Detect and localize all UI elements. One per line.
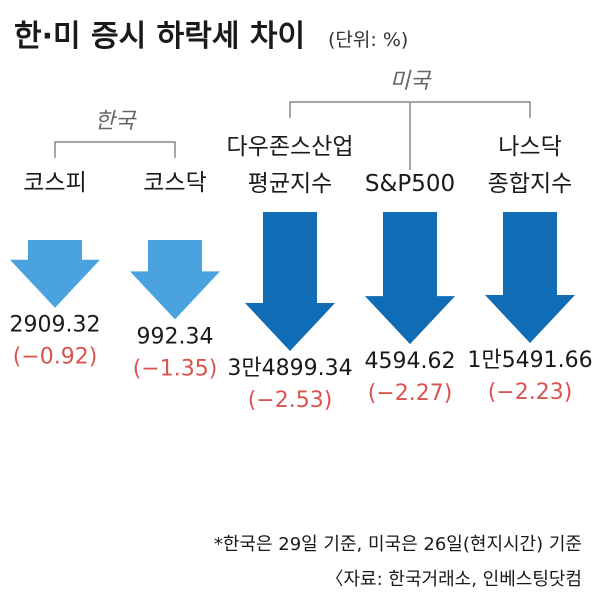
- korea-group-bracket: [54, 141, 176, 158]
- category-label-kospi: 코스피: [23, 170, 86, 196]
- change-label-nasdaq: (−2.23): [488, 380, 573, 405]
- category-label-nasdaq-2: 종합지수: [488, 171, 573, 197]
- index-value-kospi: 2909.32: [10, 313, 101, 338]
- change-label-kospi: (−0.92): [13, 345, 98, 370]
- arrow-sp500: [365, 212, 455, 345]
- footnote-source: 〈자료: 한국거래소, 인베스팅닷컴: [325, 569, 582, 590]
- chart-marks: 코스피 2909.32 (−0.92) 코스닥 992.34 (−1.35) 다우존스산업평…: [10, 134, 593, 413]
- category-label-sp500: S&P500: [365, 171, 455, 197]
- change-label-kosdaq: (−1.35): [133, 356, 218, 381]
- arrow-kosdaq: [130, 240, 220, 320]
- chart-title: 한·미 증시 하락세 차이: [14, 19, 305, 54]
- category-label-dow-2: 평균지수: [248, 171, 333, 197]
- index-value-nasdaq: 1만5491.66: [467, 348, 592, 373]
- change-label-sp500: (−2.27): [368, 381, 453, 406]
- us-group-label: 미국: [390, 69, 432, 94]
- index-value-kosdaq: 992.34: [137, 324, 214, 349]
- index-value-sp500: 4594.62: [365, 349, 456, 374]
- category-label-nasdaq-1: 나스닥: [498, 134, 561, 160]
- category-label-kosdaq: 코스닥: [143, 170, 206, 196]
- us-group-bracket: [289, 101, 531, 170]
- arrow-kospi: [10, 240, 100, 308]
- category-label-dow-1: 다우존스산업: [227, 134, 354, 160]
- footnote-basis: *한국은 29일 기준, 미국은 26일(현지시간) 기준: [214, 534, 582, 555]
- arrow-nasdaq: [485, 212, 575, 343]
- change-label-dow: (−2.53): [248, 388, 333, 413]
- index-value-dow: 3만4899.34: [227, 356, 352, 381]
- arrow-dow: [245, 212, 335, 352]
- unit-label: (단위: %): [328, 29, 408, 51]
- korea-group-label: 한국: [95, 109, 137, 134]
